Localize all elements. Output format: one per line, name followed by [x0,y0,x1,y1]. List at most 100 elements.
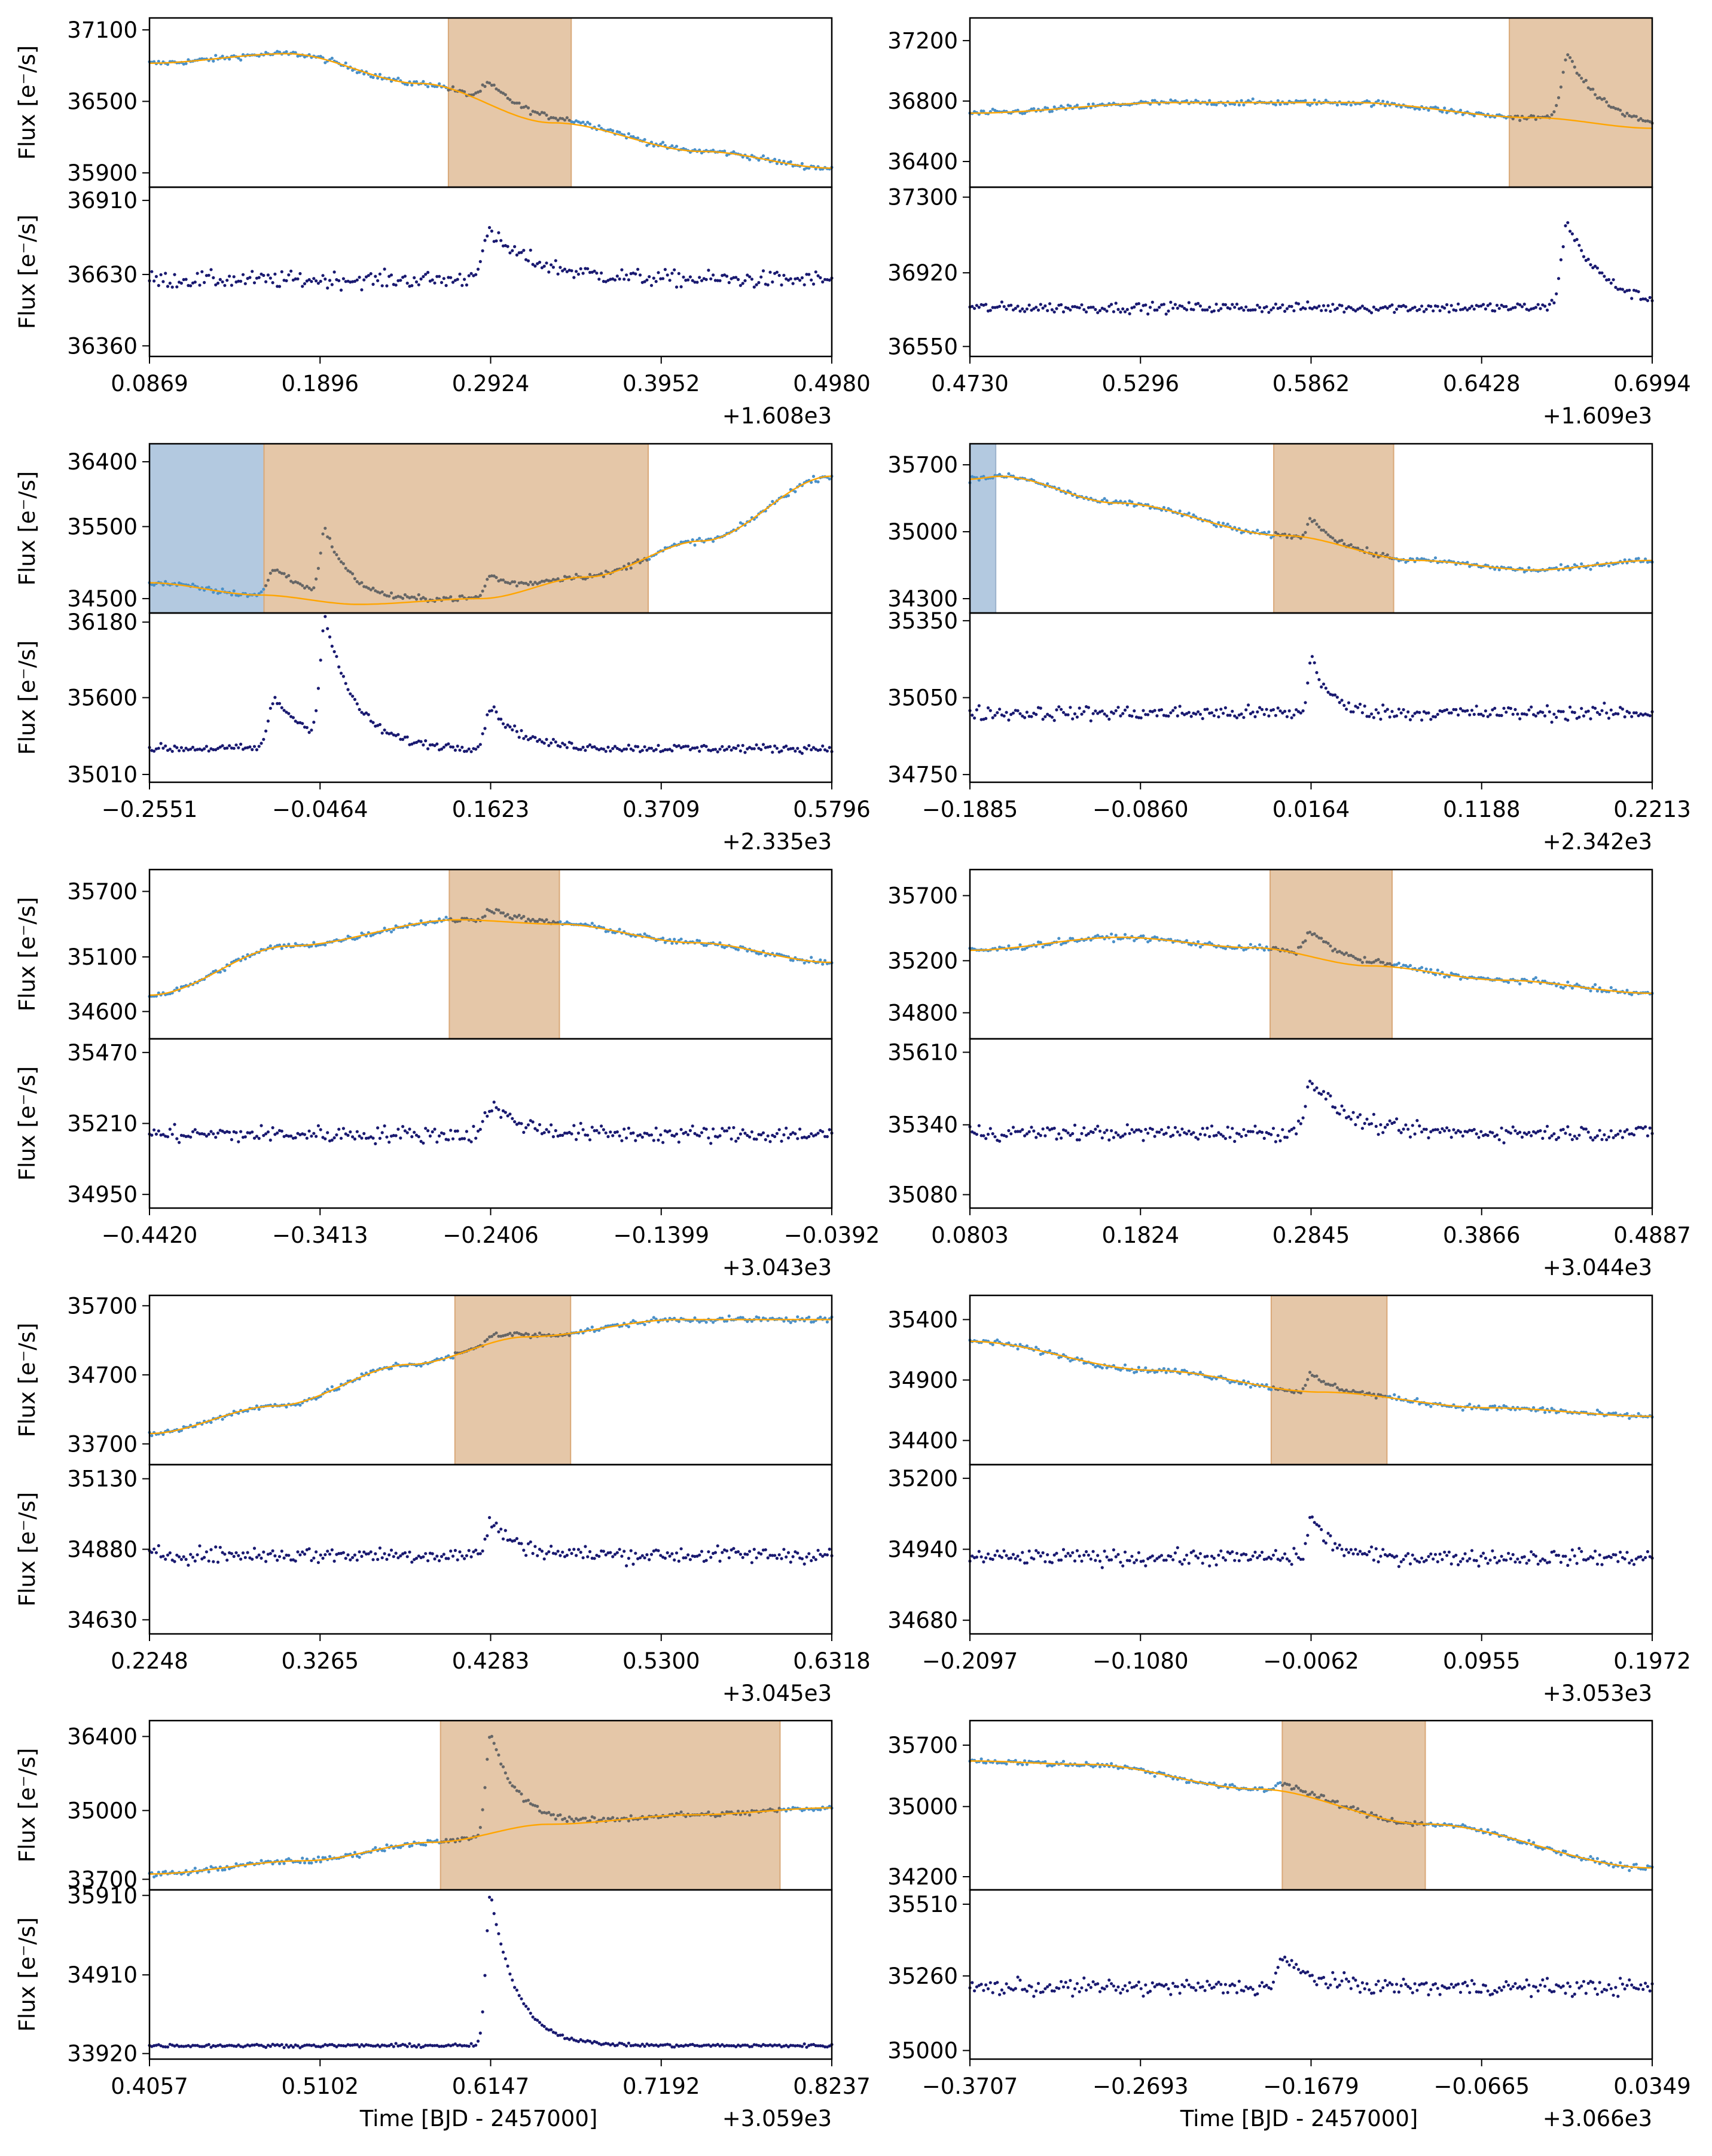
flux-point [367,1552,370,1556]
flux-point [1595,1134,1599,1138]
flux-point [478,260,482,263]
flux-point [1502,1141,1506,1145]
x-tick-label: 0.5862 [1272,371,1350,397]
flux-point [550,1123,553,1127]
flux-point [419,919,423,923]
flux-point [1071,717,1075,721]
flux-point [1360,304,1364,308]
flux-point [490,83,494,87]
flux-point [1287,304,1291,308]
flux-point [991,716,994,719]
flux-point [975,304,978,307]
flux-point [1164,1559,1168,1562]
flux-point [506,1114,509,1118]
flux-point [315,709,318,712]
flux-point [492,83,496,87]
flux-point [449,1129,453,1132]
flux-point [371,282,375,286]
flux-point [234,1131,238,1135]
flux-point [1112,940,1115,944]
flux-point [1589,989,1592,993]
flux-point [1561,986,1565,990]
flux-point [1055,1551,1058,1555]
flux-point [1415,1119,1419,1123]
flux-point [1595,710,1599,714]
flux-point [1023,716,1027,719]
flux-point [460,745,464,749]
flux-point [977,306,981,309]
flux-point [303,282,307,285]
flux-point [1249,309,1252,312]
flux-point [1306,523,1310,526]
flux-point [654,280,658,283]
flux-point [1555,1138,1558,1141]
flux-point [161,746,165,750]
flux-point [1223,1137,1227,1140]
flux-point [1393,310,1396,314]
flux-point [588,122,592,126]
flux-point [1274,103,1277,106]
flux-point [1422,1560,1426,1563]
flux-point [189,284,193,288]
flux-point [289,580,293,583]
flux-point [1260,310,1264,313]
flux-point [1162,303,1165,306]
flux-point [495,1521,498,1525]
flux-point [602,748,606,751]
y-tick-label: 35050 [887,685,958,711]
flux-point [743,1132,747,1135]
flux-point [1180,514,1184,518]
flux-point [531,263,535,266]
flux-point [773,744,777,748]
flux-point [1292,1391,1296,1395]
flux-point [551,578,556,581]
flux-point [511,728,514,731]
flux-point [712,1321,715,1324]
flux-point [609,277,612,281]
flux-point [1030,715,1033,718]
flux-point [1326,533,1330,536]
flux-point [727,1314,731,1318]
flux-point [702,944,706,947]
flux-point [636,267,640,271]
flux-point [414,740,419,744]
flux-point [196,748,199,751]
flux-point [1536,303,1540,306]
flux-point [1570,710,1574,714]
flux-point [1258,1554,1262,1557]
flux-point [1598,271,1601,275]
flux-point [1648,120,1652,124]
flux-point [315,1397,318,1401]
flux-point [1180,1562,1184,1566]
flux-point [1347,1551,1351,1554]
flux-point [738,749,742,753]
flux-point [1301,533,1305,537]
flux-point [216,746,220,750]
flux-point [1356,1115,1360,1119]
flux-point [1187,301,1191,304]
flux-point [971,713,974,717]
flux-point [1176,1130,1179,1134]
flux-point [1550,1134,1554,1138]
flux-point [1356,706,1360,709]
flux-point [746,273,749,277]
flux-point [1116,1133,1120,1137]
flux-point [458,272,462,276]
flux-point [1530,1550,1533,1554]
flux-point [1397,304,1400,308]
flux-point [768,270,772,274]
flux-point [554,259,557,263]
flux-point [287,1135,291,1138]
flux-point [351,1135,355,1139]
flux-point [1114,709,1118,712]
x-offset-label: +2.335e3 [722,829,832,855]
flux-point [1335,103,1339,107]
flux-point [1443,709,1446,712]
flux-point [1335,306,1339,310]
flux-point [355,937,359,940]
flux-point [1119,1135,1122,1139]
flux-point [1274,302,1277,306]
flux-point [1427,1136,1430,1140]
